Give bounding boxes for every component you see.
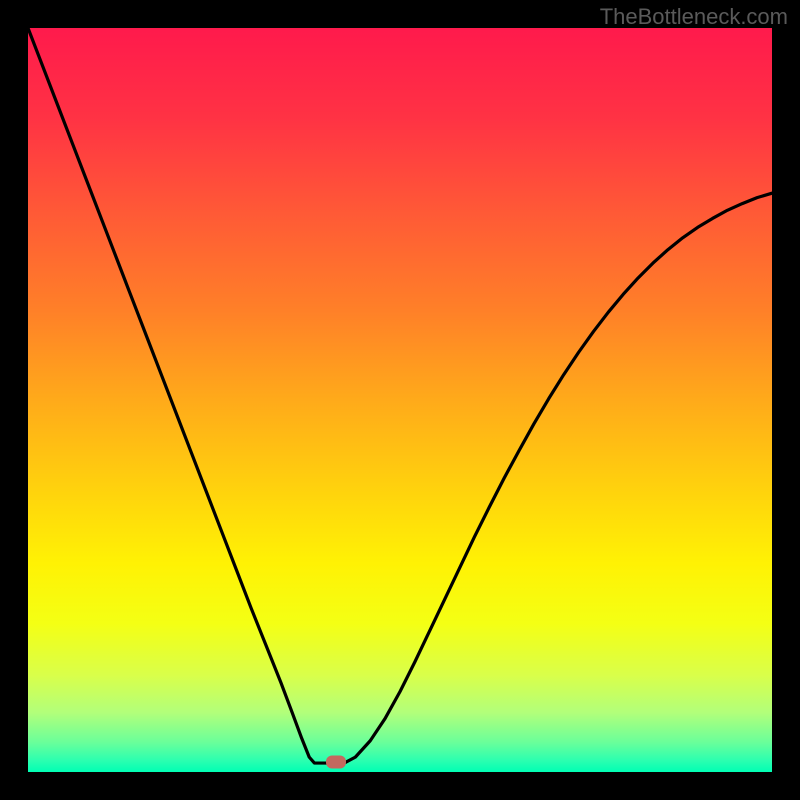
bottleneck-curve — [28, 28, 772, 763]
curve-layer — [28, 28, 772, 772]
plot-area — [28, 28, 772, 772]
minimum-marker — [326, 755, 346, 768]
watermark-text: TheBottleneck.com — [600, 4, 788, 30]
